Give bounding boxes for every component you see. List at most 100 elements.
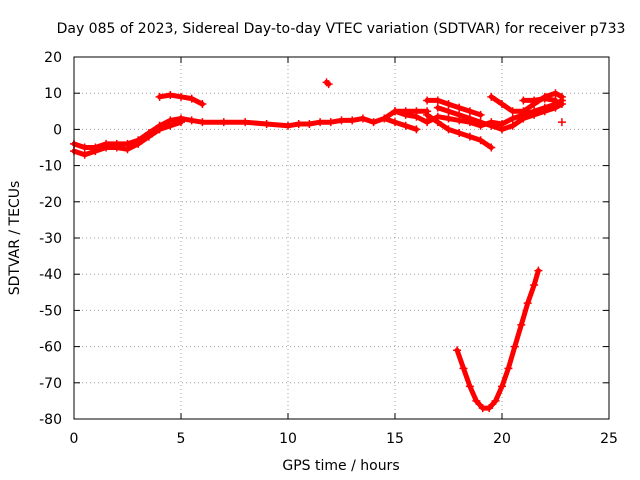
series-late-track-d <box>423 96 485 119</box>
data-point <box>444 107 453 116</box>
data-point <box>455 129 464 138</box>
data-point <box>530 110 539 119</box>
data-point <box>144 132 153 141</box>
data-point <box>123 145 132 154</box>
data-point <box>476 136 485 145</box>
data-point <box>433 103 442 112</box>
series-v-dip <box>453 266 543 413</box>
data-point <box>465 114 474 123</box>
data-point <box>102 143 111 152</box>
data-point <box>187 116 196 125</box>
data-point <box>444 100 453 109</box>
data-point <box>155 92 164 101</box>
x-tick-label: 10 <box>279 431 297 447</box>
data-point <box>551 89 560 98</box>
data-point <box>540 94 549 103</box>
data-point <box>444 114 453 123</box>
data-point <box>510 342 519 351</box>
data-point <box>534 266 543 275</box>
data-point <box>198 118 207 127</box>
data-point <box>401 110 410 119</box>
data-point <box>391 118 399 127</box>
x-axis-label: GPS time / hours <box>282 458 399 474</box>
data-point <box>519 107 528 116</box>
series-late-tail <box>557 118 566 127</box>
y-tick-label: 20 <box>44 50 62 66</box>
data-point <box>557 92 566 101</box>
y-tick-label: -70 <box>39 376 62 392</box>
data-point <box>498 100 506 109</box>
data-point <box>316 118 325 127</box>
data-point <box>487 121 496 130</box>
data-point <box>177 92 185 101</box>
series-arc-early <box>155 91 207 109</box>
data-point <box>358 114 367 123</box>
data-point <box>476 110 485 119</box>
data-point <box>508 107 517 116</box>
series-late-track-b <box>380 114 421 134</box>
data-point <box>187 94 196 103</box>
data-point <box>465 132 474 141</box>
data-point <box>465 382 474 391</box>
data-point <box>508 114 517 123</box>
data-point <box>166 121 175 130</box>
series-late-track-c <box>423 110 496 152</box>
data-point <box>348 116 357 125</box>
data-point <box>455 103 464 112</box>
data-point <box>412 112 421 121</box>
y-axis-label: SDTVAR / TECUs <box>7 181 23 296</box>
data-point <box>491 396 500 405</box>
data-point <box>198 100 207 109</box>
data-point <box>91 147 100 156</box>
data-point <box>455 110 464 119</box>
y-tick-label: -20 <box>39 195 62 211</box>
data-point <box>472 396 481 405</box>
data-point <box>519 114 528 123</box>
data-point <box>294 119 303 128</box>
data-point <box>498 382 506 391</box>
data-point <box>459 364 468 373</box>
data-point <box>241 118 250 127</box>
data-point <box>80 143 89 152</box>
y-tick-label: -40 <box>39 267 62 283</box>
chart-title: Day 085 of 2023, Sidereal Day-to-day VTE… <box>57 21 626 37</box>
x-tick-label: 5 <box>177 431 186 447</box>
data-point <box>369 118 378 127</box>
data-point <box>380 114 389 123</box>
data-point <box>155 125 164 134</box>
series-late-scatter <box>519 94 560 105</box>
y-tick-label: 0 <box>53 122 62 138</box>
y-tick-label: -80 <box>39 412 62 428</box>
data-point <box>284 121 292 130</box>
y-tick-label: -60 <box>39 340 62 356</box>
data-point <box>134 139 143 148</box>
data-point <box>305 119 314 128</box>
data-point <box>487 143 496 152</box>
data-point <box>80 150 89 159</box>
data-point <box>551 103 560 112</box>
data-point <box>324 80 333 89</box>
data-point <box>433 118 442 127</box>
data-point <box>412 125 421 134</box>
x-tick-label: 20 <box>493 431 511 447</box>
data-point <box>530 281 539 290</box>
data-point <box>326 118 335 127</box>
y-tick-label: 10 <box>44 86 62 102</box>
data-point <box>423 110 432 119</box>
series-isolated-point <box>322 78 333 89</box>
data-point <box>508 121 517 130</box>
data-point <box>337 116 346 125</box>
series-trace <box>381 116 419 132</box>
y-tick-label: -30 <box>39 231 62 247</box>
data-point <box>485 404 494 413</box>
data-point <box>476 118 485 127</box>
series-late-track-e <box>433 100 566 134</box>
data-point <box>540 107 549 116</box>
data-point <box>504 364 513 373</box>
data-point <box>262 119 271 128</box>
x-tick-label: 0 <box>70 431 79 447</box>
data-point <box>401 121 410 130</box>
data-point <box>391 107 399 116</box>
x-tick-label: 25 <box>600 431 618 447</box>
